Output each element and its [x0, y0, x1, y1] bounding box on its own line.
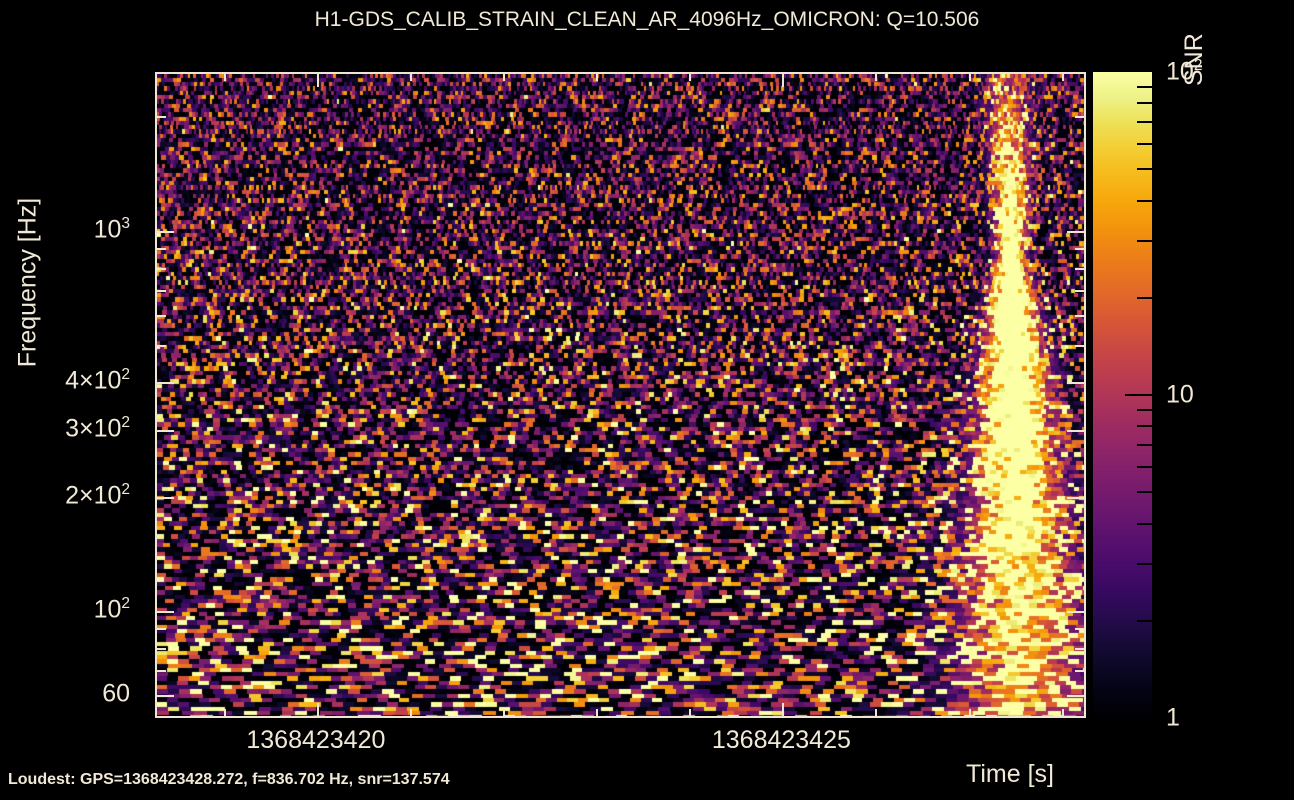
axis-tick: [782, 703, 785, 716]
axis-tick: [503, 709, 506, 716]
colorbar-tick: [1137, 239, 1152, 242]
axis-tick: [157, 496, 174, 499]
axis-tick: [1075, 345, 1084, 348]
axis-tick: [157, 248, 166, 251]
colorbar-tick: [1137, 408, 1152, 411]
axis-tick: [1075, 628, 1084, 631]
y-axis-ticklabel: 4×102: [65, 366, 130, 395]
axis-tick: [157, 267, 166, 270]
axis-tick: [1067, 382, 1084, 385]
axis-tick: [689, 74, 692, 81]
x-axis-ticklabel: 1368423420: [246, 726, 386, 754]
axis-tick: [1067, 695, 1084, 698]
axis-tick: [157, 289, 166, 292]
colorbar-tick: [1137, 562, 1152, 565]
loudest-event-caption: Loudest: GPS=1368423428.272, f=836.702 H…: [8, 771, 450, 788]
colorbar-tick-major: [1125, 394, 1152, 396]
axis-tick: [1075, 289, 1084, 292]
x-axis-title: Time [s]: [966, 760, 1054, 788]
axis-tick: [1067, 429, 1084, 432]
axis-tick: [1075, 315, 1084, 318]
colorbar-tick: [1137, 296, 1152, 299]
axis-tick: [968, 709, 971, 716]
axis-tick: [157, 345, 166, 348]
axis-tick: [689, 709, 692, 716]
axis-tick: [157, 695, 174, 698]
y-axis-title: Frequency [Hz]: [13, 197, 42, 368]
axis-tick: [316, 74, 319, 87]
axis-tick: [223, 74, 226, 81]
axis-tick: [1061, 74, 1064, 81]
axis-tick: [157, 647, 166, 650]
axis-tick: [1075, 647, 1084, 650]
colorbar-tick: [1137, 619, 1152, 622]
axis-tick: [1075, 116, 1084, 119]
axis-tick: [1075, 267, 1084, 270]
axis-tick: [157, 116, 166, 119]
y-axis-ticklabel: 103: [93, 214, 130, 244]
axis-tick: [409, 709, 412, 716]
axis-tick: [782, 74, 785, 87]
axis-tick: [157, 230, 174, 233]
figure-title: H1-GDS_CALIB_STRAIN_CLEAN_AR_4096Hz_OMIC…: [314, 8, 980, 31]
colorbar-tick: [1137, 85, 1152, 88]
colorbar-tick: [1137, 425, 1152, 428]
colorbar-tick: [1137, 102, 1152, 105]
y-axis-ticklabel: 102: [93, 595, 130, 624]
axis-tick: [1061, 709, 1064, 716]
axis-tick: [409, 74, 412, 81]
axis-tick: [157, 315, 166, 318]
axis-tick: [875, 74, 878, 81]
axis-tick: [223, 709, 226, 716]
axis-tick: [157, 628, 166, 631]
colorbar-tick: [1137, 168, 1152, 171]
colorbar-ticklabel: 102: [1166, 57, 1203, 86]
axis-tick: [157, 382, 174, 385]
y-axis-ticklabel: 3×102: [65, 413, 130, 443]
colorbar-tick: [1137, 199, 1152, 202]
axis-tick: [596, 709, 599, 716]
x-axis-ticklabel: 1368423425: [711, 726, 851, 754]
axis-tick: [1067, 496, 1084, 499]
colorbar-ticklabel: 1: [1166, 703, 1180, 732]
spectrogram-canvas: [157, 74, 1084, 716]
axis-tick: [503, 74, 506, 81]
axis-tick: [596, 74, 599, 81]
axis-tick: [1075, 669, 1084, 672]
y-axis-ticklabel: 60: [102, 679, 130, 708]
axis-tick: [157, 429, 174, 432]
axis-tick: [1067, 230, 1084, 233]
colorbar-tick: [1137, 522, 1152, 525]
colorbar-tick: [1137, 444, 1152, 447]
colorbar-title: SNR: [1180, 33, 1208, 86]
axis-tick: [1075, 248, 1084, 251]
colorbar-ticklabel: 10: [1166, 380, 1194, 409]
axis-tick: [1067, 611, 1084, 614]
y-axis-ticklabel: 2×102: [65, 480, 130, 510]
axis-tick: [968, 74, 971, 81]
axis-tick: [875, 709, 878, 716]
colorbar-tick: [1137, 491, 1152, 494]
colorbar-tick: [1137, 121, 1152, 124]
spectrogram-plot-area[interactable]: [155, 72, 1086, 718]
colorbar[interactable]: [1093, 72, 1152, 718]
axis-tick: [157, 669, 166, 672]
colorbar-tick: [1137, 142, 1152, 145]
colorbar-tick: [1137, 465, 1152, 468]
axis-tick: [316, 703, 319, 716]
axis-tick: [157, 611, 174, 614]
